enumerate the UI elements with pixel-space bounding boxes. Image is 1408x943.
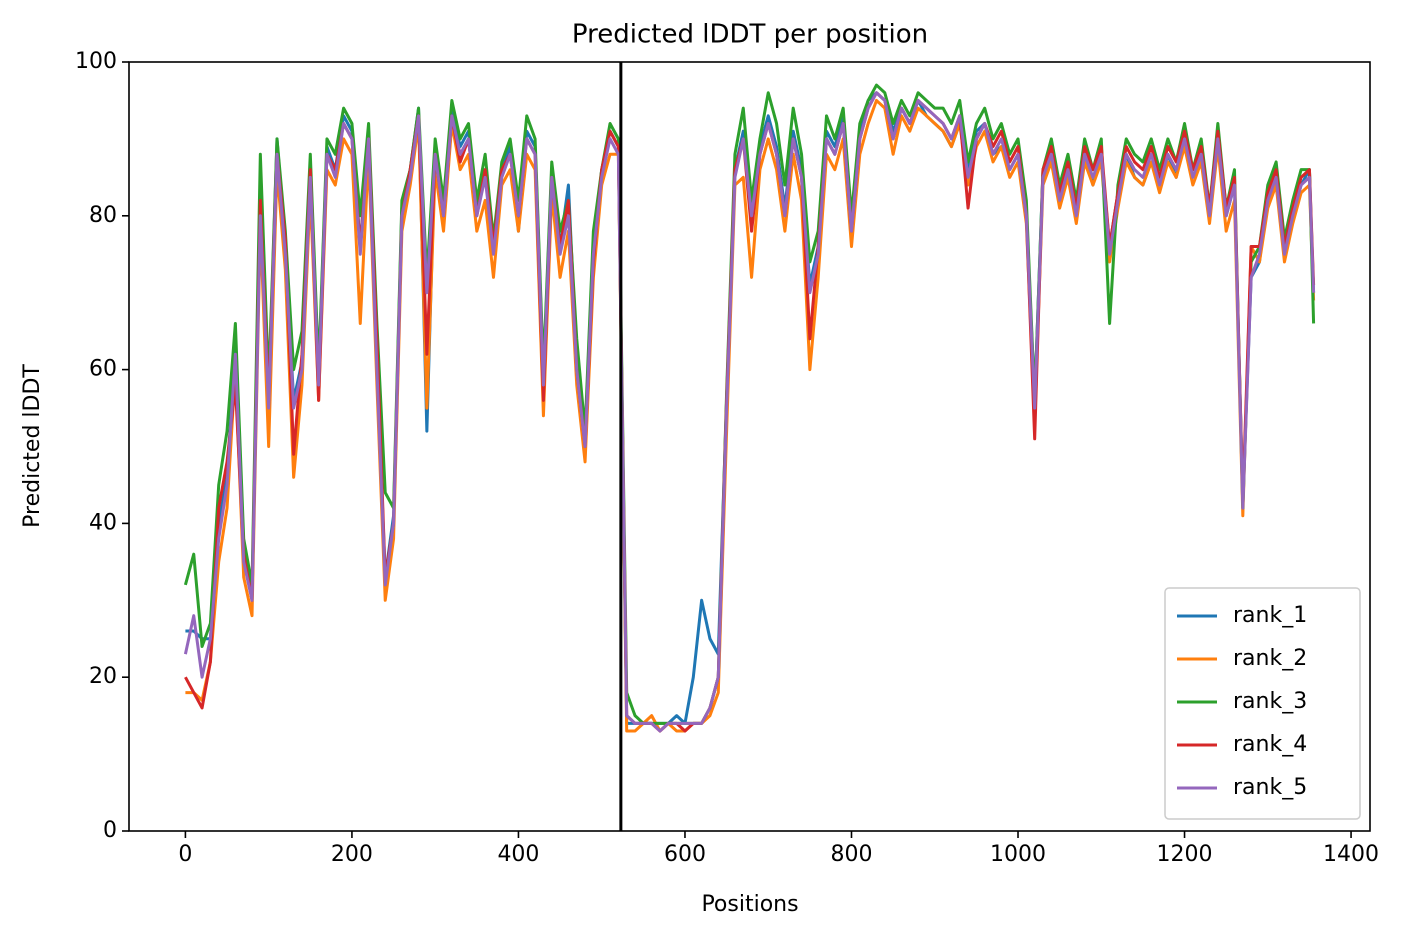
legend: rank_1 rank_2 rank_3 rank_4 rank_5: [1164, 587, 1361, 820]
x-tick-label: 800: [830, 842, 872, 867]
plot-frame: [128, 61, 1371, 832]
legend-label: rank_2: [1233, 646, 1307, 671]
legend-label: rank_5: [1233, 775, 1307, 800]
x-tick-label: 400: [497, 842, 539, 867]
x-tick-label: 0: [178, 842, 192, 867]
x-tick-label: 1200: [1157, 842, 1213, 867]
x-tick-label: 600: [664, 842, 706, 867]
y-tick-label: 40: [89, 510, 117, 535]
y-tick-label: 80: [89, 203, 117, 228]
x-tick-label: 1400: [1323, 842, 1379, 867]
y-tick-label: 100: [75, 49, 117, 74]
y-tick-label: 0: [103, 818, 117, 843]
legend-label: rank_1: [1233, 603, 1307, 628]
x-tick-label: 1000: [990, 842, 1046, 867]
series-line: [183, 91, 1316, 733]
legend-label: rank_4: [1233, 732, 1307, 757]
chart-title: Predicted lDDT per position: [572, 20, 928, 50]
y-tick-label: 60: [89, 357, 117, 382]
legend-box: [1164, 587, 1361, 820]
legend-label: rank_3: [1233, 689, 1307, 714]
y-tick-label: 20: [89, 664, 117, 689]
y-axis-label: Predicted lDDT: [20, 364, 45, 528]
x-tick-label: 200: [331, 842, 373, 867]
x-axis-label: Positions: [701, 892, 798, 917]
